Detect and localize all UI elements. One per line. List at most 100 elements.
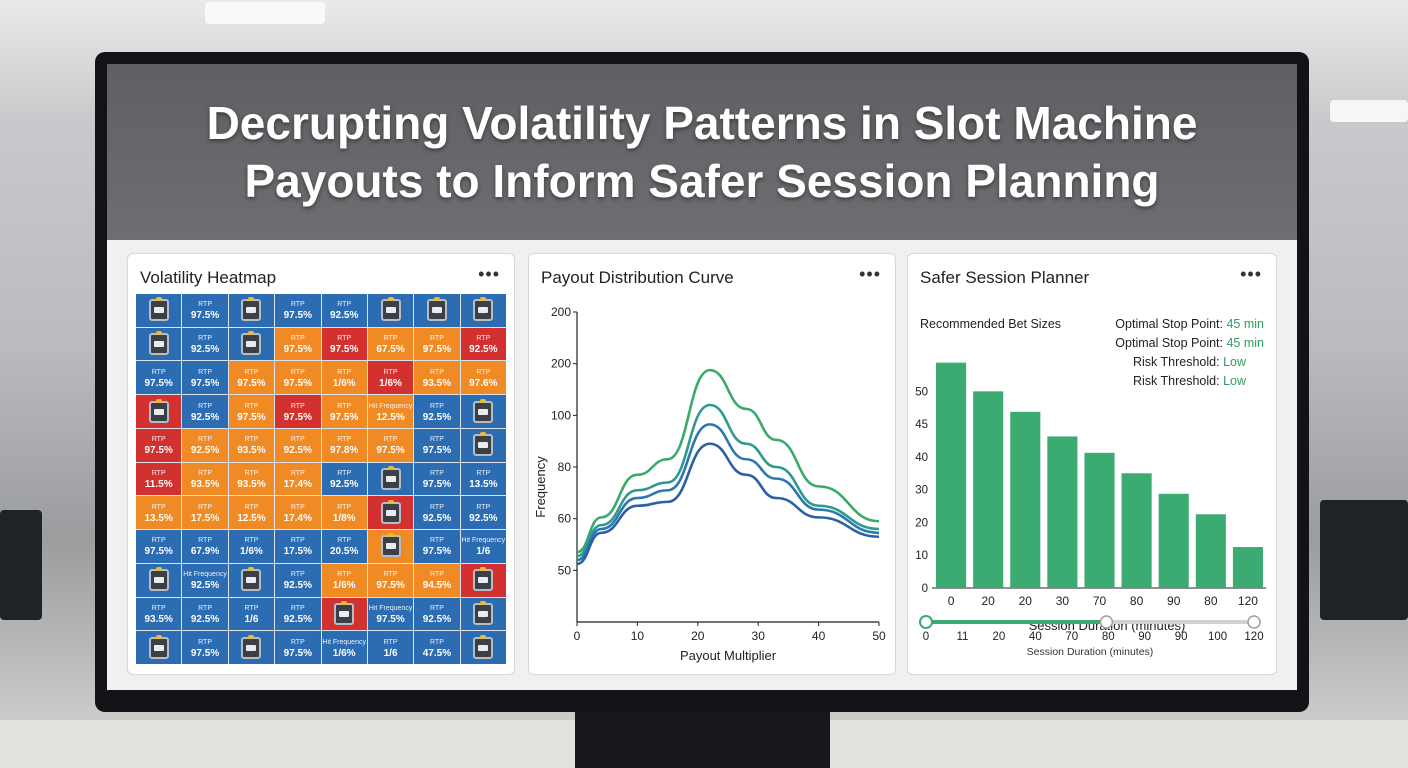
heatmap-cell[interactable]: RTP 92.5% [414,496,460,530]
heatmap-cell[interactable]: Hit Frequency 12.5% [367,395,414,428]
heatmap-cell[interactable]: RTP 17.4% [275,462,321,496]
heatmap-cell[interactable]: RTP 92.5% [321,294,367,327]
heatmap-cell[interactable]: RTP 92.5% [414,395,460,428]
heatmap-cell[interactable] [460,631,506,664]
heatmap-cell[interactable]: RTP 93.5% [136,597,182,631]
heatmap-cell[interactable]: RTP 94.5% [414,563,460,597]
heatmap-cell[interactable] [460,395,506,428]
heatmap-cell[interactable]: RTP 97.5% [228,395,275,428]
heatmap-cell[interactable] [228,327,275,361]
heatmap-cell[interactable]: RTP 97.5% [367,428,414,462]
heatmap-cell[interactable]: RTP 93.5% [182,462,228,496]
heatmap-cell[interactable]: RTP 1/6% [321,563,367,597]
heatmap-cell[interactable]: RTP 97.5% [414,462,460,496]
heatmap-cell[interactable] [460,563,506,597]
heatmap-cell[interactable]: RTP 97.5% [321,395,367,428]
heatmap-cell[interactable] [136,563,182,597]
heatmap-cell[interactable] [367,496,414,530]
more-options-icon[interactable]: ••• [1240,264,1262,284]
heatmap-cell[interactable]: RTP 13.5% [460,462,506,496]
heatmap-cell[interactable]: RTP 92.5% [182,327,228,361]
heatmap-cell[interactable]: RTP 93.5% [228,428,275,462]
heatmap-cell[interactable]: RTP 17.4% [275,496,321,530]
heatmap-cell[interactable]: RTP 97.5% [414,428,460,462]
heatmap-cell[interactable] [367,294,414,327]
heatmap-cell[interactable]: RTP 67.9% [182,530,228,563]
heatmap-cell[interactable]: RTP 13.5% [136,496,182,530]
heatmap-cell[interactable]: RTP 97.5% [136,428,182,462]
heatmap-cell[interactable]: RTP 1/6 [228,597,275,631]
heatmap-cell[interactable]: Hit Frequency 92.5% [182,563,228,597]
heatmap-cell[interactable]: RTP 97.5% [136,361,182,395]
heatmap-cell[interactable]: RTP 92.5% [275,597,321,631]
heatmap-cell[interactable]: RTP 1/6 [367,631,414,664]
heatmap-cell[interactable] [228,563,275,597]
x-tick-label: 90 [1167,594,1181,608]
heatmap-cell[interactable]: Hit Frequency 1/6% [321,631,367,664]
heatmap-cell[interactable] [136,631,182,664]
heatmap-cell[interactable]: RTP 93.5% [228,462,275,496]
heatmap-cell[interactable] [367,462,414,496]
heatmap-cell[interactable]: RTP 97.5% [275,294,321,327]
cell-label: RTP [290,604,305,612]
heatmap-cell[interactable] [414,294,460,327]
heatmap-cell[interactable] [136,327,182,361]
heatmap-cell[interactable]: RTP 47.5% [414,631,460,664]
slider-end-handle[interactable] [1247,615,1261,629]
heatmap-cell[interactable]: RTP 97.5% [136,530,182,563]
heatmap-cell[interactable]: RTP 92.5% [275,428,321,462]
heatmap-cell[interactable]: RTP 97.5% [275,327,321,361]
heatmap-cell[interactable]: RTP 97.5% [182,631,228,664]
heatmap-cell[interactable]: RTP 97.5% [414,327,460,361]
heatmap-cell[interactable]: RTP 97.5% [228,361,275,395]
heatmap-cell[interactable] [367,530,414,563]
heatmap-cell[interactable]: RTP 17.5% [182,496,228,530]
heatmap-cell[interactable]: RTP 92.5% [275,563,321,597]
heatmap-cell[interactable]: RTP 12.5% [228,496,275,530]
heatmap-cell[interactable]: RTP 92.5% [321,462,367,496]
heatmap-cell[interactable]: RTP 97.5% [367,563,414,597]
more-options-icon[interactable]: ••• [859,264,881,284]
heatmap-cell[interactable]: RTP 97.5% [275,631,321,664]
heatmap-cell[interactable]: Hit Frequency 1/6 [460,530,506,563]
heatmap-cell[interactable]: RTP 1/6% [367,361,414,395]
heatmap-cell[interactable]: RTP 93.5% [414,361,460,395]
heatmap-cell[interactable]: RTP 97.5% [321,327,367,361]
heatmap-cell[interactable]: RTP 97.8% [321,428,367,462]
heatmap-cell[interactable]: RTP 97.5% [275,395,321,428]
heatmap-cell[interactable]: RTP 67.5% [367,327,414,361]
heatmap-cell[interactable]: RTP 97.5% [414,530,460,563]
heatmap-cell[interactable] [136,294,182,327]
heatmap-cell[interactable]: RTP 20.5% [321,530,367,563]
heatmap-cell[interactable]: RTP 97.5% [182,361,228,395]
heatmap-cell[interactable]: RTP 97.5% [275,361,321,395]
cell-value: 97.5% [376,445,405,457]
heatmap-cell[interactable] [136,395,182,428]
heatmap-cell[interactable]: RTP 11.5% [136,462,182,496]
heatmap-cell[interactable] [228,294,275,327]
heatmap-cell[interactable]: RTP 92.5% [182,428,228,462]
heatmap-cell[interactable]: RTP 97.6% [460,361,506,395]
heatmap-cell[interactable]: RTP 92.5% [182,597,228,631]
heatmap-cell[interactable]: RTP 92.5% [182,395,228,428]
heatmap-cell[interactable]: RTP 92.5% [460,496,506,530]
slider-start-handle[interactable] [919,615,933,629]
heatmap-cell[interactable] [228,631,275,664]
cell-label: RTP [290,638,305,646]
heatmap-cell[interactable] [460,294,506,327]
slider-handle[interactable] [1099,615,1114,629]
more-options-icon[interactable]: ••• [478,264,500,284]
heatmap-cell[interactable]: RTP 97.5% [182,294,228,327]
heatmap-cell[interactable]: RTP 92.5% [414,597,460,631]
heatmap-cell[interactable] [321,597,367,631]
cell-value: 11.5% [144,478,173,490]
heatmap-cell[interactable]: RTP 1/6% [321,361,367,395]
heatmap-cell[interactable]: Hit Frequency 97.5% [367,597,414,631]
heatmap-cell[interactable]: RTP 1/6% [228,530,275,563]
heatmap-cell[interactable] [460,428,506,462]
heatmap-cell[interactable]: RTP 1/8% [321,496,367,530]
heatmap-cell[interactable]: RTP 17.5% [275,530,321,563]
heatmap-cell[interactable] [460,597,506,631]
heatmap-cell[interactable]: RTP 92.5% [460,327,506,361]
cell-value: 92.5% [190,344,220,356]
